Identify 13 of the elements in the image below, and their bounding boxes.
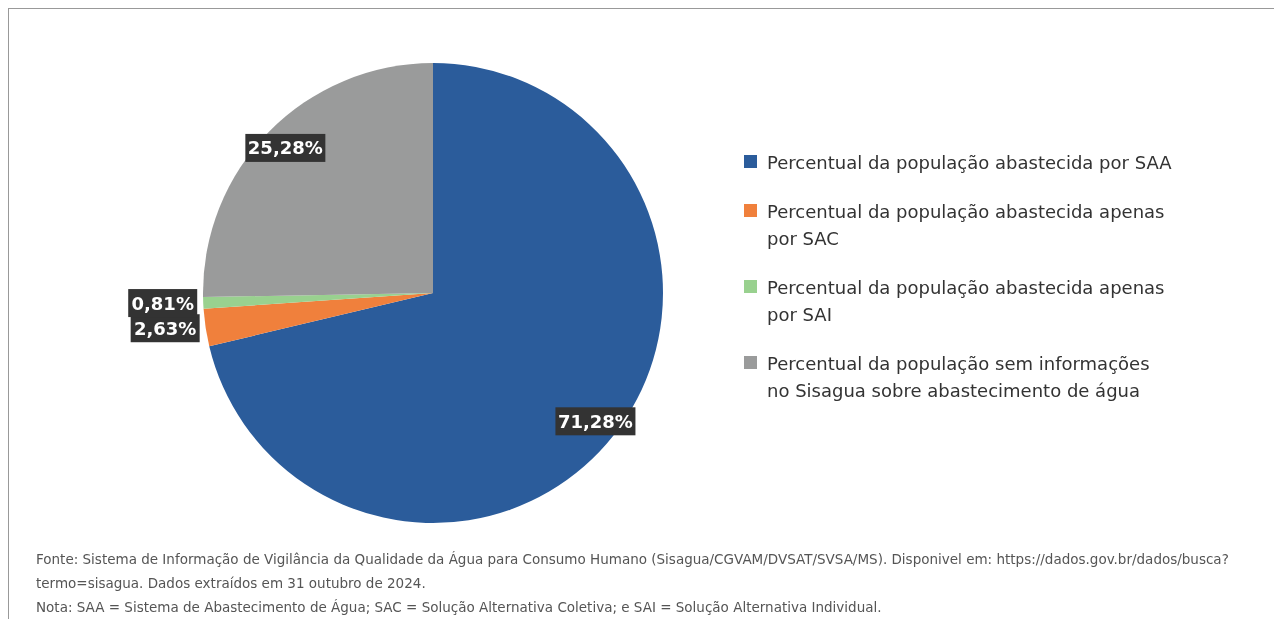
legend-label: Percentual da população sem informações no Sisagua sobre abastecimento de água [767, 352, 1151, 403]
pie-slice [209, 63, 663, 523]
data-label: 71,28% [557, 410, 633, 432]
legend-label: Percentual da população abastecida apenas por SAC [767, 200, 1166, 251]
text: Nota: SAA = Sistema de Abastecimento de Água; SAC = Solução Alternativa Coletiva; e SAI = Solução Alternativa Individual. [36, 598, 883, 617]
legend-label: Percentual da população abastecida apenas por SAI [767, 276, 1166, 327]
source-note: Fonte: Sistema de Informação de Vigilância da Qualidade da Água para Consumo Humano (Sisagua/CGVAM/DVSAT/SVSA/MS). Disponivel em: https://dados.gov.br/dados/busca?termo=sisagua. Dados extraídos em 31 outubro de 2024. [36, 550, 1230, 593]
pie-slice [203, 63, 433, 298]
data-label: 25,28% [247, 137, 323, 159]
data-label: 2,63% [133, 317, 197, 339]
data-label: 0,81% [131, 292, 194, 314]
pie-slice [203, 293, 433, 347]
legend-label: Percentual da população abastecida por SAA [767, 151, 1173, 175]
